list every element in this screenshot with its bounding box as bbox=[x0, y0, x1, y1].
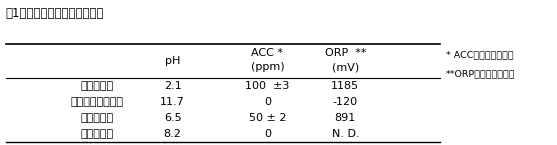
Text: 891: 891 bbox=[335, 113, 356, 123]
Text: 混合電解水: 混合電解水 bbox=[81, 113, 114, 123]
Text: -120: -120 bbox=[333, 97, 358, 107]
Text: 1185: 1185 bbox=[331, 81, 359, 91]
Text: (ppm): (ppm) bbox=[251, 62, 284, 72]
Text: 11.7: 11.7 bbox=[160, 97, 185, 107]
Text: ORP  **: ORP ** bbox=[325, 48, 366, 58]
Text: 50 ± 2: 50 ± 2 bbox=[248, 113, 286, 123]
Text: 表1　試験水の物理化学的特性: 表1 試験水の物理化学的特性 bbox=[6, 7, 104, 20]
Text: 0: 0 bbox=[264, 97, 271, 107]
Text: 8.2: 8.2 bbox=[164, 129, 182, 139]
Text: **ORP：酸化還元電位: **ORP：酸化還元電位 bbox=[446, 69, 515, 78]
Text: (mV): (mV) bbox=[332, 62, 359, 72]
Text: * ACC：有効塩素濃度: * ACC：有効塩素濃度 bbox=[446, 51, 513, 60]
Text: 6.5: 6.5 bbox=[164, 113, 182, 123]
Text: 2.1: 2.1 bbox=[164, 81, 182, 91]
Text: 滅菌蒸留水: 滅菌蒸留水 bbox=[81, 129, 114, 139]
Text: 酸性電解水: 酸性電解水 bbox=[81, 81, 114, 91]
Text: 0: 0 bbox=[264, 129, 271, 139]
Text: N. D.: N. D. bbox=[331, 129, 359, 139]
Text: アルカリ性電解水: アルカリ性電解水 bbox=[71, 97, 124, 107]
Text: 100  ±3: 100 ±3 bbox=[245, 81, 290, 91]
Text: pH: pH bbox=[165, 56, 180, 66]
Text: ACC *: ACC * bbox=[251, 48, 284, 58]
